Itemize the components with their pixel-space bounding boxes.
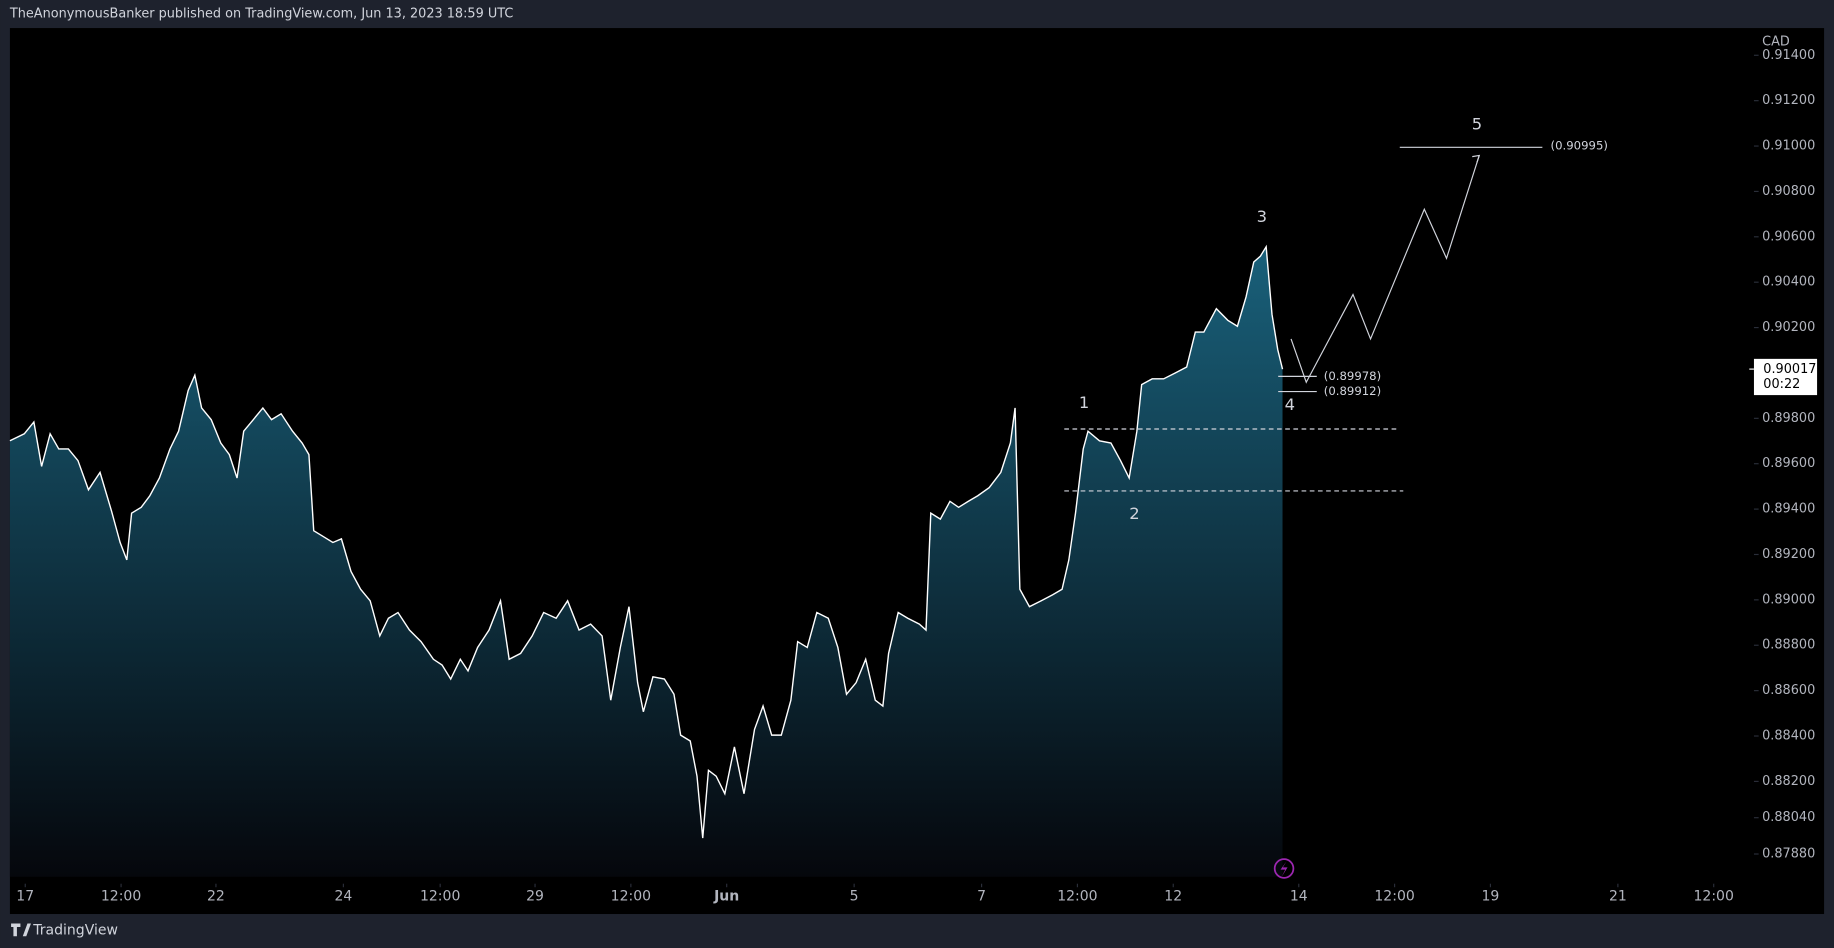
wave-label: 5 bbox=[1472, 115, 1482, 134]
x-tick-label: 19 bbox=[1482, 889, 1500, 905]
y-tick-label: 0.90600 bbox=[1762, 229, 1815, 244]
x-tick-label: 24 bbox=[334, 889, 352, 905]
y-tick-label: 0.89200 bbox=[1762, 547, 1815, 562]
y-tick-label: 0.88800 bbox=[1762, 638, 1815, 653]
x-tick-label: 21 bbox=[1609, 889, 1627, 905]
x-tick-label: 14 bbox=[1290, 889, 1308, 905]
x-tick-label: 12:00 bbox=[420, 889, 460, 905]
x-tick-label: 12:00 bbox=[101, 889, 141, 905]
last-price: 0.90017 bbox=[1763, 362, 1816, 377]
y-tick-label: 0.90200 bbox=[1762, 320, 1815, 335]
x-tick-label: 12:00 bbox=[1057, 889, 1097, 905]
logo bbox=[11, 923, 31, 937]
drawings bbox=[1064, 146, 1543, 492]
x-tick-label: 5 bbox=[850, 889, 859, 905]
footer-bar bbox=[0, 914, 1834, 948]
y-tick-label: 0.87880 bbox=[1762, 847, 1815, 862]
level-label: (0.89978) bbox=[1324, 369, 1381, 383]
event-icon[interactable] bbox=[1273, 858, 1295, 879]
y-tick-label: 0.88200 bbox=[1762, 774, 1815, 789]
y-tick-label: 0.91000 bbox=[1762, 139, 1815, 154]
y-tick-label: 0.89600 bbox=[1762, 456, 1815, 471]
arrow-head bbox=[1472, 154, 1481, 163]
x-tick-label: 17 bbox=[16, 889, 34, 905]
x-tick-label: 7 bbox=[977, 889, 986, 905]
x-tick-label: 29 bbox=[526, 889, 544, 905]
x-tick-label: 12:00 bbox=[1374, 889, 1414, 905]
wave-label: 2 bbox=[1129, 504, 1139, 523]
y-tick-label: 0.88600 bbox=[1762, 683, 1815, 698]
x-tick-label: 22 bbox=[207, 889, 225, 905]
x-tick-label: Jun bbox=[713, 889, 739, 905]
wave-label: 4 bbox=[1285, 395, 1295, 414]
area-fill bbox=[9, 246, 1283, 877]
x-tick-label: 12 bbox=[1164, 889, 1182, 905]
countdown: 00:22 bbox=[1763, 377, 1800, 392]
y-tick-label: 0.89000 bbox=[1762, 592, 1815, 607]
price-label-box bbox=[1753, 358, 1818, 396]
y-tick-label: 0.91200 bbox=[1762, 93, 1815, 108]
y-tick-label: 0.88400 bbox=[1762, 729, 1815, 744]
level-label: (0.89912) bbox=[1324, 384, 1381, 398]
y-tick-label: 0.89800 bbox=[1762, 411, 1815, 426]
x-tick-label: 12:00 bbox=[611, 889, 651, 905]
level-label: (0.90995) bbox=[1551, 139, 1608, 153]
header: TheAnonymousBanker published on TradingV… bbox=[9, 7, 513, 22]
y-tick-label: 0.90400 bbox=[1762, 275, 1815, 290]
y-tick-label: 0.88040 bbox=[1762, 810, 1815, 825]
x-tick-label: 12:00 bbox=[1694, 889, 1734, 905]
price-line bbox=[9, 244, 1284, 839]
projection bbox=[1290, 155, 1480, 384]
y-tick-label: 0.91400 bbox=[1762, 48, 1815, 63]
y-tick-label: 0.90800 bbox=[1762, 184, 1815, 199]
y-tick-label: 0.89400 bbox=[1762, 502, 1815, 517]
wave-label: 3 bbox=[1257, 207, 1267, 226]
y-unit: CAD bbox=[1762, 35, 1790, 50]
footer-brand: TradingView bbox=[32, 922, 118, 938]
event-bolt bbox=[1280, 861, 1288, 877]
wave-label: 1 bbox=[1079, 393, 1089, 412]
